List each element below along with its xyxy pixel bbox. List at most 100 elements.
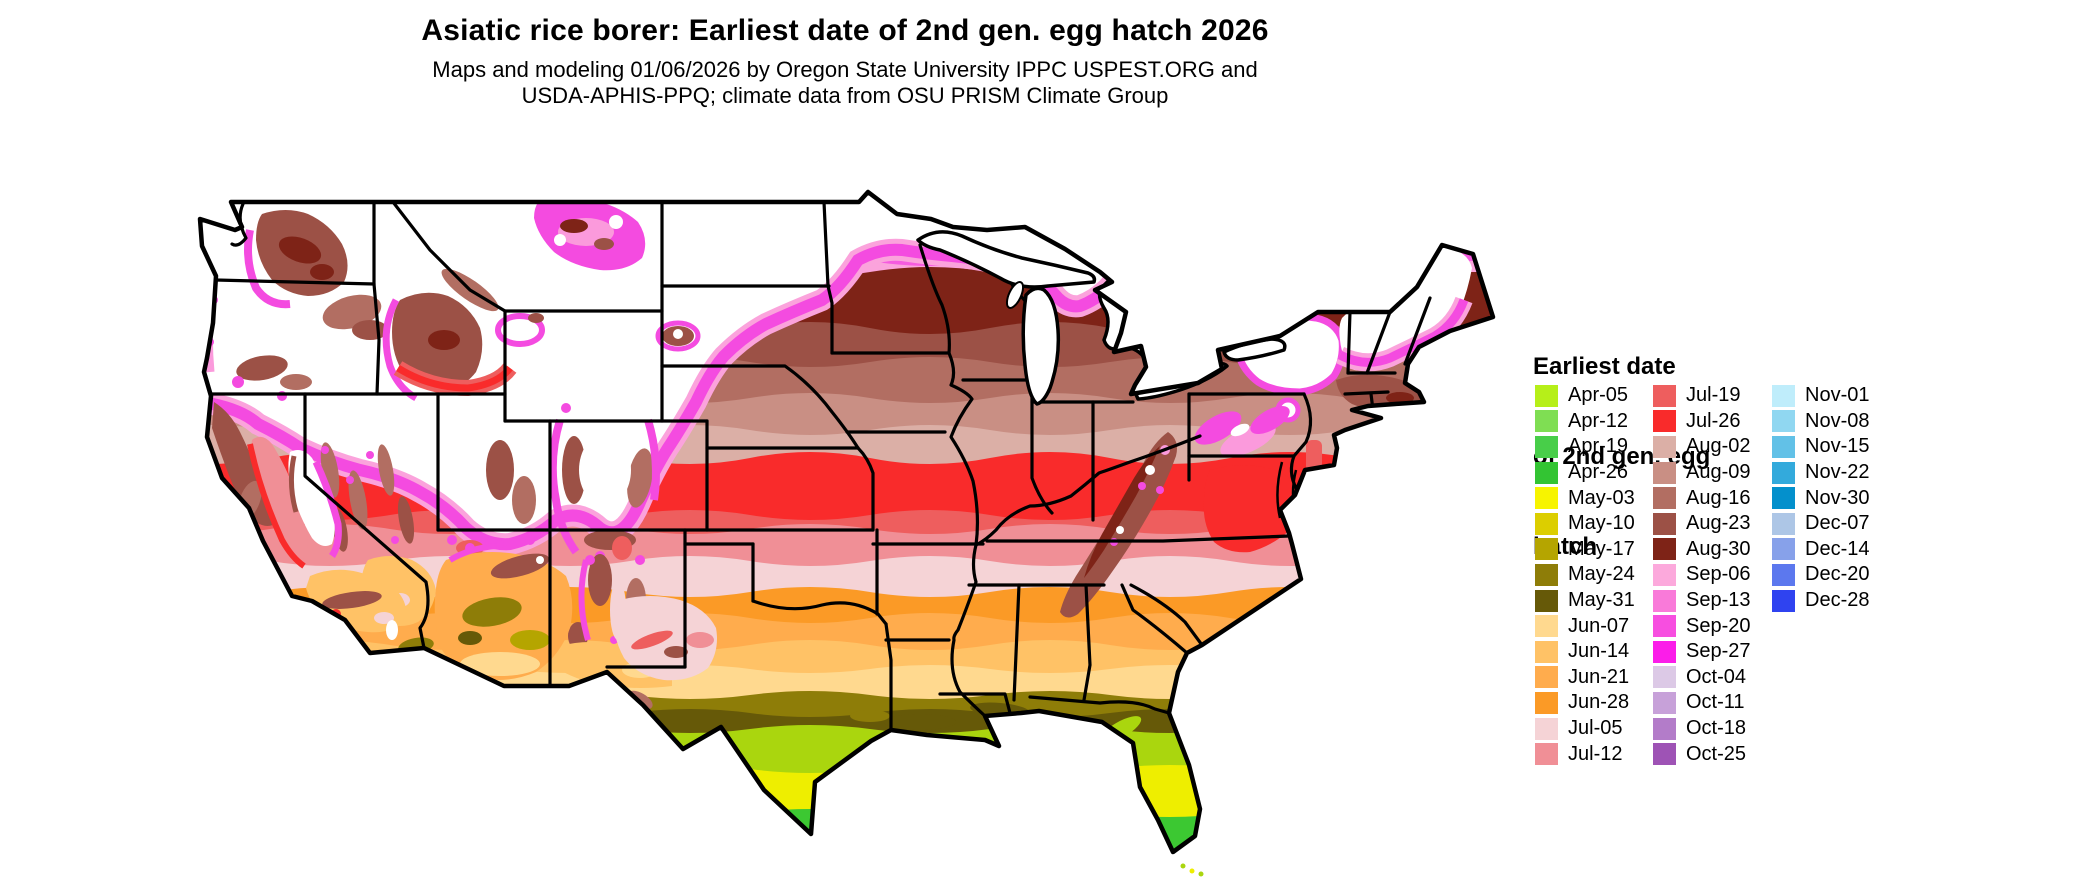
legend-entry: Aug-09 — [1653, 460, 1751, 486]
legend-label: Jun-14 — [1568, 640, 1630, 663]
legend-swatch — [1535, 615, 1558, 638]
legend-entry: Aug-16 — [1653, 485, 1751, 511]
legend-entry: Apr-19 — [1535, 434, 1635, 460]
legend-swatch — [1535, 717, 1558, 740]
legend-entry: Nov-01 — [1772, 383, 1869, 409]
terrain-appalachians — [1060, 432, 1177, 618]
terrain-west — [203, 197, 717, 710]
map-fill-layers — [200, 192, 1493, 852]
legend-label: Nov-22 — [1805, 461, 1870, 484]
lake-st-clair — [1145, 375, 1155, 385]
legend-swatch — [1653, 538, 1676, 561]
legend-label: May-24 — [1568, 563, 1635, 586]
legend-label: Nov-08 — [1805, 409, 1870, 432]
legend-entry: Jul-26 — [1653, 409, 1751, 435]
legend: Earliest date of 2nd gen. egg hatch Apr-… — [1533, 292, 2093, 766]
legend-swatch — [1535, 666, 1558, 689]
lake-michigan — [1021, 286, 1061, 406]
page-subtitle: Maps and modeling 01/06/2026 by Oregon S… — [0, 57, 1690, 109]
legend-label: May-31 — [1568, 589, 1635, 612]
terrain-midatlantic — [1203, 440, 1322, 553]
legend-swatch — [1653, 691, 1676, 714]
legend-swatch — [1653, 743, 1676, 766]
page-title: Asiatic rice borer: Earliest date of 2nd… — [421, 14, 1269, 47]
legend-label: Apr-19 — [1568, 435, 1629, 458]
legend-label: Sep-27 — [1686, 640, 1751, 663]
legend-swatch — [1772, 435, 1795, 458]
legend-swatch — [1535, 589, 1558, 612]
legend-entry: Dec-14 — [1772, 537, 1869, 563]
legend-label: May-03 — [1568, 486, 1635, 509]
legend-label: Aug-02 — [1686, 435, 1751, 458]
legend-column-1: Apr-05 Apr-12 Apr-19 Apr-26 May-03 May-10 May-… — [1535, 383, 1635, 767]
subtitle-line-1: Maps and modeling 01/06/2026 by Oregon S… — [432, 57, 1258, 82]
legend-swatch — [1772, 487, 1795, 510]
legend-swatch — [1653, 384, 1676, 407]
legend-entry: Dec-28 — [1772, 588, 1869, 614]
legend-entry: Jun-14 — [1535, 639, 1635, 665]
legend-label: Oct-11 — [1686, 691, 1745, 714]
legend-entry: Oct-04 — [1653, 665, 1751, 691]
legend-entry: Oct-11 — [1653, 690, 1751, 716]
legend-swatch — [1653, 461, 1676, 484]
legend-label: Apr-12 — [1568, 409, 1629, 432]
legend-entry: Jun-28 — [1535, 690, 1635, 716]
legend-entry: Apr-05 — [1535, 383, 1635, 409]
legend-swatch — [1653, 640, 1676, 663]
legend-label: Dec-28 — [1805, 589, 1870, 612]
legend-entry: Sep-20 — [1653, 613, 1751, 639]
legend-entry: Dec-20 — [1772, 562, 1869, 588]
legend-swatch — [1772, 410, 1795, 433]
legend-label: Jun-28 — [1568, 691, 1630, 714]
legend-entry: May-03 — [1535, 485, 1635, 511]
legend-entry: Sep-06 — [1653, 562, 1751, 588]
legend-entry: Jun-07 — [1535, 613, 1635, 639]
legend-swatch — [1535, 640, 1558, 663]
legend-swatch — [1535, 461, 1558, 484]
west-north-white-region — [200, 192, 1142, 545]
legend-column-3: Nov-01 Nov-08 Nov-15 Nov-22 Nov-30 Dec-07 Dec-… — [1772, 383, 1869, 613]
state-borders — [203, 192, 1432, 732]
legend-entry: May-17 — [1535, 537, 1635, 563]
legend-swatch — [1535, 487, 1558, 510]
legend-entry: Aug-30 — [1653, 537, 1751, 563]
legend-label: Jul-19 — [1686, 384, 1741, 407]
legend-label: Aug-16 — [1686, 486, 1751, 509]
lake-superior — [916, 230, 1097, 289]
legend-label: Jul-05 — [1568, 717, 1623, 740]
legend-label: Jul-12 — [1568, 742, 1623, 765]
legend-label: Dec-07 — [1805, 512, 1870, 535]
legend-swatch — [1653, 410, 1676, 433]
legend-entry: Oct-25 — [1653, 741, 1751, 767]
legend-label: Oct-18 — [1686, 717, 1747, 740]
legend-entry: Nov-08 — [1772, 409, 1869, 435]
legend-entry: Nov-15 — [1772, 434, 1869, 460]
legend-label: Apr-05 — [1568, 384, 1629, 407]
legend-entry: Jun-21 — [1535, 665, 1635, 691]
legend-swatch — [1772, 563, 1795, 586]
legend-label: Sep-20 — [1686, 614, 1751, 637]
legend-entry: Sep-27 — [1653, 639, 1751, 665]
legend-entry: May-31 — [1535, 588, 1635, 614]
legend-swatch — [1535, 384, 1558, 407]
legend-swatch — [1535, 512, 1558, 535]
legend-label: Oct-04 — [1686, 665, 1747, 688]
legend-swatch — [1772, 512, 1795, 535]
legend-label: Nov-01 — [1805, 384, 1870, 407]
legend-swatch — [1535, 410, 1558, 433]
legend-label: Dec-20 — [1805, 563, 1870, 586]
green-bay — [1005, 281, 1025, 309]
legend-swatch — [1535, 435, 1558, 458]
legend-entry: Aug-02 — [1653, 434, 1751, 460]
legend-swatch — [1653, 666, 1676, 689]
legend-label: Apr-26 — [1568, 461, 1629, 484]
legend-label: Jul-26 — [1686, 409, 1741, 432]
legend-swatch — [1772, 384, 1795, 407]
legend-entry: Aug-23 — [1653, 511, 1751, 537]
subtitle-line-2: USDA-APHIS-PPQ; climate data from OSU PR… — [521, 83, 1169, 108]
legend-entry: Dec-07 — [1772, 511, 1869, 537]
legend-swatch — [1535, 743, 1558, 766]
legend-swatch — [1772, 461, 1795, 484]
